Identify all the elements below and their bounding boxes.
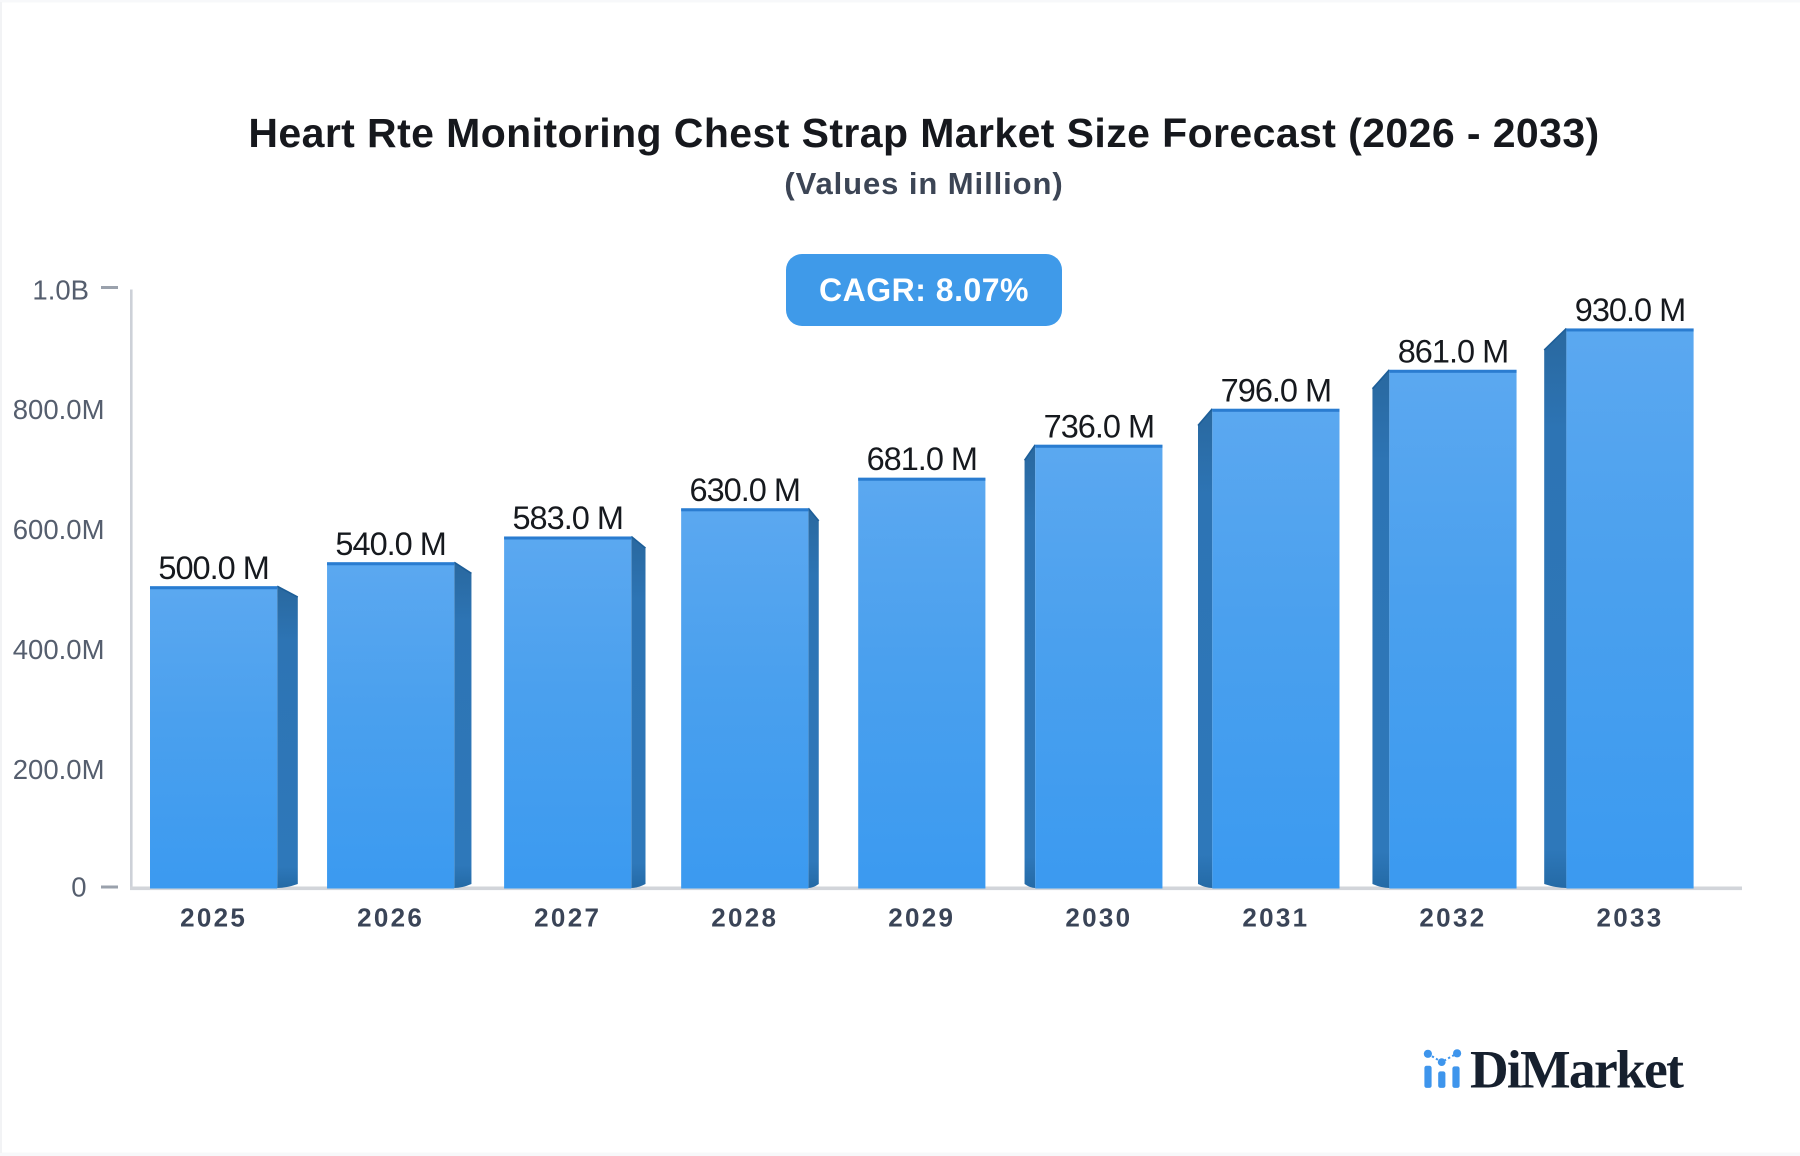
svg-text:861.0 M: 861.0 M bbox=[1398, 333, 1508, 369]
svg-text:930.0 M: 930.0 M bbox=[1575, 292, 1685, 328]
svg-text:DiMarket: DiMarket bbox=[1470, 1040, 1684, 1100]
svg-text:1.0B: 1.0B bbox=[32, 274, 89, 305]
svg-text:2032: 2032 bbox=[1419, 903, 1486, 933]
svg-text:400.0M: 400.0M bbox=[13, 634, 105, 665]
svg-text:540.0 M: 540.0 M bbox=[335, 526, 445, 562]
svg-text:0: 0 bbox=[71, 871, 86, 902]
svg-text:(Values in Million): (Values in Million) bbox=[784, 166, 1063, 201]
svg-text:500.0 M: 500.0 M bbox=[158, 550, 268, 586]
svg-text:Heart Rte Monitoring Chest Str: Heart Rte Monitoring Chest Strap Market … bbox=[248, 110, 1599, 156]
svg-text:600.0M: 600.0M bbox=[13, 514, 105, 545]
svg-text:2029: 2029 bbox=[888, 903, 955, 933]
svg-text:800.0M: 800.0M bbox=[13, 394, 105, 425]
svg-text:CAGR: 8.07%: CAGR: 8.07% bbox=[819, 272, 1029, 308]
svg-text:2031: 2031 bbox=[1242, 903, 1309, 933]
svg-text:2030: 2030 bbox=[1065, 903, 1132, 933]
svg-text:630.0 M: 630.0 M bbox=[690, 472, 800, 508]
svg-text:681.0 M: 681.0 M bbox=[867, 441, 977, 477]
svg-text:736.0 M: 736.0 M bbox=[1044, 408, 1154, 444]
svg-text:2028: 2028 bbox=[711, 903, 778, 933]
svg-text:2026: 2026 bbox=[357, 903, 424, 933]
svg-text:2033: 2033 bbox=[1596, 903, 1663, 933]
svg-text:583.0 M: 583.0 M bbox=[512, 500, 622, 536]
svg-text:2027: 2027 bbox=[534, 903, 601, 933]
svg-text:2025: 2025 bbox=[180, 903, 247, 933]
svg-text:796.0 M: 796.0 M bbox=[1221, 372, 1331, 408]
svg-text:200.0M: 200.0M bbox=[13, 754, 105, 785]
